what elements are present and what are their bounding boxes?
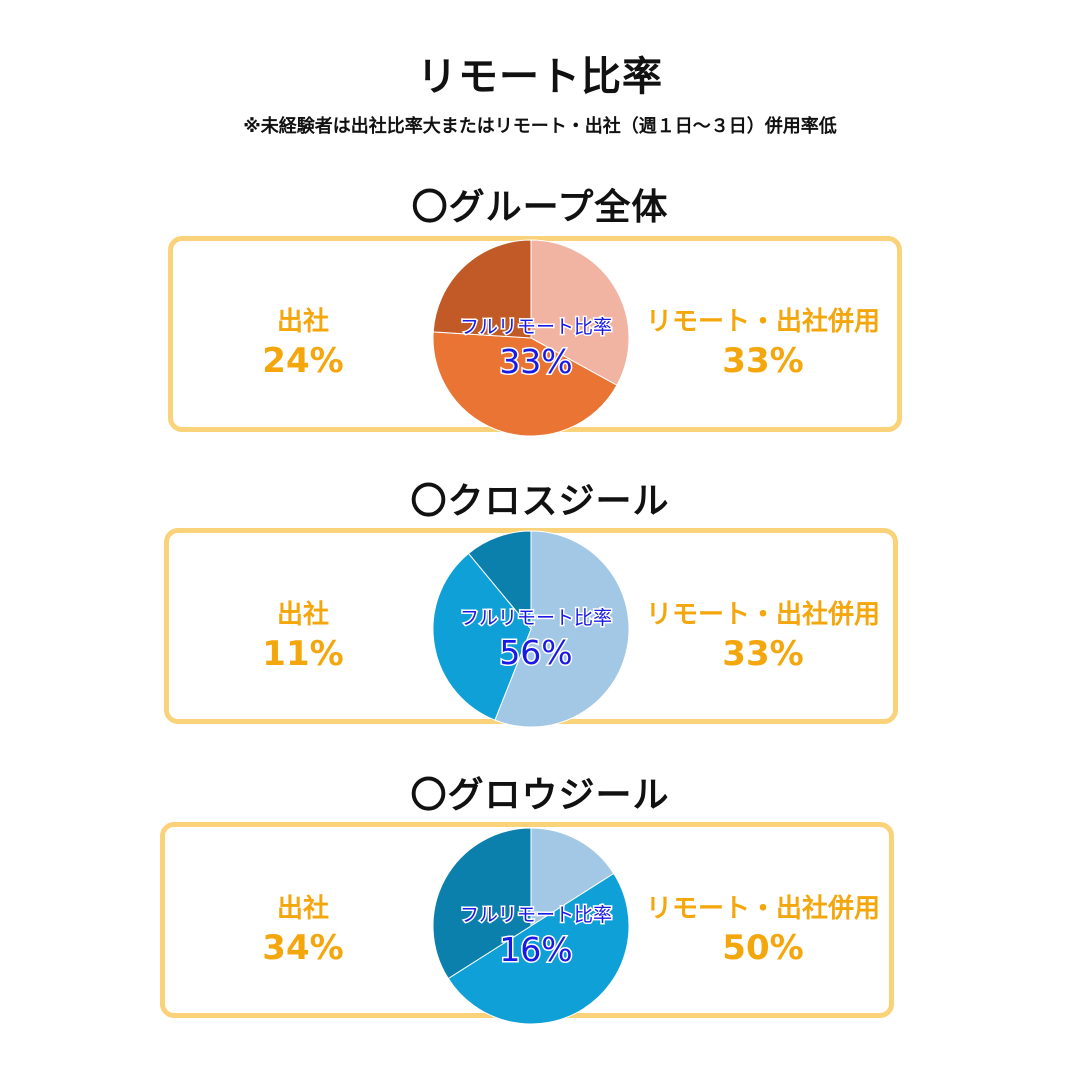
right-stat-value: 33%	[722, 634, 804, 674]
pie-slice-1	[432, 552, 532, 721]
pie-center-value: 33%	[499, 342, 572, 381]
pie-slice-2	[467, 530, 532, 631]
left-stat-crosszeal: 出社 11%	[168, 598, 438, 676]
left-stat-group: 出社 24%	[168, 305, 438, 383]
pie-slice-1	[447, 872, 630, 1025]
right-stat-crosszeal: リモート・出社併用 33%	[628, 598, 898, 676]
right-stat-value: 50%	[722, 928, 804, 968]
left-stat-label: 出社	[276, 600, 329, 630]
section-title-growzeal: 〇グロウジール	[410, 775, 670, 816]
right-stat-label: リモート・出社併用	[645, 600, 880, 630]
pie-slice-1	[432, 331, 618, 437]
pie-slice-0	[530, 827, 615, 927]
pie-chart-growzeal: フルリモート比率 16%	[432, 827, 630, 1025]
pie-slice-2	[432, 827, 532, 980]
right-stat-label: リモート・出社併用	[645, 894, 880, 924]
right-stat-value: 33%	[722, 341, 804, 381]
page-subtitle: ※未経験者は出社比率大またはリモート・出社（週１日〜３日）併用率低	[243, 116, 837, 137]
pie-slice-0	[530, 239, 630, 386]
pie-slice-2	[432, 239, 532, 339]
left-stat-growzeal: 出社 34%	[168, 892, 438, 970]
right-stat-label: リモート・出社併用	[645, 307, 880, 337]
page-title: リモート比率	[417, 54, 663, 100]
pie-center-value: 56%	[499, 633, 572, 672]
pie-center-label: フルリモート比率	[460, 316, 612, 338]
pie-center-value: 16%	[499, 930, 572, 969]
pie-slice-0	[494, 530, 630, 728]
left-stat-value: 11%	[262, 634, 344, 674]
pie-chart-group: フルリモート比率 33%	[432, 239, 630, 437]
pie-chart-crosszeal: フルリモート比率 56%	[432, 530, 630, 728]
section-title-group: 〇グループ全体	[411, 187, 669, 228]
right-stat-growzeal: リモート・出社併用 50%	[628, 892, 898, 970]
left-stat-value: 34%	[262, 928, 344, 968]
left-stat-value: 24%	[262, 341, 344, 381]
pie-center-label: フルリモート比率	[460, 607, 612, 629]
right-stat-group: リモート・出社併用 33%	[628, 305, 898, 383]
section-title-crosszeal: 〇クロスジール	[410, 481, 670, 522]
pie-center-label: フルリモート比率	[460, 904, 612, 926]
left-stat-label: 出社	[276, 894, 329, 924]
left-stat-label: 出社	[276, 307, 329, 337]
